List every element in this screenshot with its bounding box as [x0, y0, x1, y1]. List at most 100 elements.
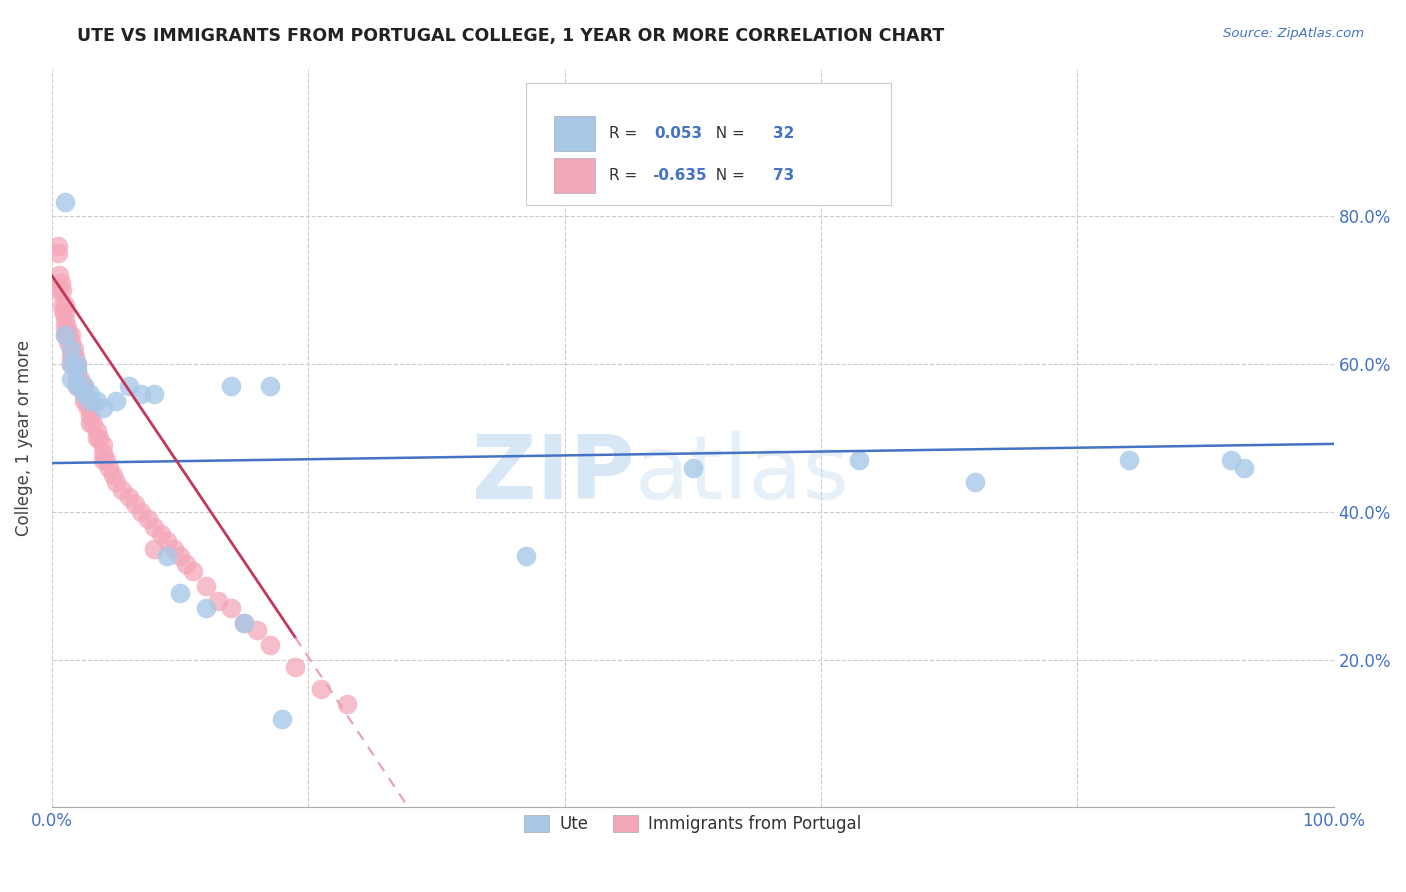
Point	[162, 541, 184, 556]
Point	[309, 682, 332, 697]
Point	[86, 394, 108, 409]
Text: R =: R =	[609, 126, 647, 141]
Point	[271, 712, 294, 726]
Text: UTE VS IMMIGRANTS FROM PORTUGAL COLLEGE, 1 YEAR OR MORE CORRELATION CHART: UTE VS IMMIGRANTS FROM PORTUGAL COLLEGE,…	[77, 27, 945, 45]
Point	[62, 343, 84, 357]
Point	[46, 246, 69, 260]
Point	[246, 623, 269, 637]
Point	[86, 431, 108, 445]
Point	[59, 357, 82, 371]
Point	[136, 512, 159, 526]
Point	[59, 372, 82, 386]
Point	[66, 364, 89, 378]
Point	[259, 638, 281, 652]
Point	[233, 615, 256, 630]
Point	[53, 320, 76, 334]
Point	[104, 394, 127, 409]
Point	[181, 564, 204, 578]
Text: N =: N =	[706, 169, 749, 183]
Point	[73, 394, 96, 409]
Point	[49, 276, 72, 290]
Point	[103, 467, 125, 482]
Point	[94, 453, 117, 467]
Point	[62, 350, 84, 364]
Point	[515, 549, 537, 564]
Point	[69, 372, 91, 386]
Point	[336, 697, 359, 711]
Point	[169, 586, 191, 600]
Point	[259, 379, 281, 393]
Point	[149, 527, 172, 541]
Point	[79, 409, 101, 423]
Point	[98, 460, 121, 475]
Point	[59, 357, 82, 371]
Bar	[554, 158, 595, 194]
Point	[219, 379, 242, 393]
Point	[66, 364, 89, 378]
Point	[79, 401, 101, 416]
Point	[76, 401, 98, 416]
Point	[51, 283, 73, 297]
Point	[53, 312, 76, 326]
Point	[73, 379, 96, 393]
Point	[118, 379, 141, 393]
Point	[124, 498, 146, 512]
Text: Source: ZipAtlas.com: Source: ZipAtlas.com	[1223, 27, 1364, 40]
Point	[79, 394, 101, 409]
Point	[82, 416, 104, 430]
FancyBboxPatch shape	[526, 83, 891, 205]
Point	[79, 386, 101, 401]
Point	[52, 305, 75, 319]
Point	[66, 357, 89, 371]
Point	[59, 327, 82, 342]
Point	[143, 541, 166, 556]
Point	[91, 446, 114, 460]
Point	[46, 283, 69, 297]
Point	[58, 334, 80, 349]
Point	[207, 593, 229, 607]
Point	[59, 350, 82, 364]
Point	[194, 601, 217, 615]
Text: -0.635: -0.635	[651, 169, 706, 183]
Point	[963, 475, 986, 490]
Point	[219, 601, 242, 615]
Point	[169, 549, 191, 564]
Point	[51, 298, 73, 312]
Point	[143, 386, 166, 401]
Point	[53, 327, 76, 342]
Point	[104, 475, 127, 490]
Point	[86, 424, 108, 438]
Point	[111, 483, 134, 497]
Point	[56, 327, 79, 342]
Point	[156, 549, 179, 564]
Point	[46, 239, 69, 253]
Point	[70, 379, 93, 393]
Point	[53, 298, 76, 312]
Point	[48, 268, 70, 283]
Point	[143, 519, 166, 533]
Point	[66, 379, 89, 393]
Point	[66, 357, 89, 371]
Point	[89, 431, 111, 445]
Point	[176, 557, 198, 571]
Bar	[554, 116, 595, 152]
Point	[63, 350, 86, 364]
Point	[58, 327, 80, 342]
Point	[1220, 453, 1243, 467]
Point	[53, 194, 76, 209]
Text: atlas: atlas	[636, 432, 851, 518]
Point	[66, 379, 89, 393]
Point	[59, 343, 82, 357]
Point	[56, 320, 79, 334]
Point	[91, 401, 114, 416]
Text: 32: 32	[773, 126, 794, 141]
Point	[59, 343, 82, 357]
Point	[1118, 453, 1140, 467]
Legend: Ute, Immigrants from Portugal: Ute, Immigrants from Portugal	[517, 808, 868, 839]
Point	[66, 372, 89, 386]
Point	[91, 438, 114, 452]
Point	[131, 505, 153, 519]
Point	[73, 386, 96, 401]
Point	[1233, 460, 1256, 475]
Y-axis label: College, 1 year or more: College, 1 year or more	[15, 340, 32, 536]
